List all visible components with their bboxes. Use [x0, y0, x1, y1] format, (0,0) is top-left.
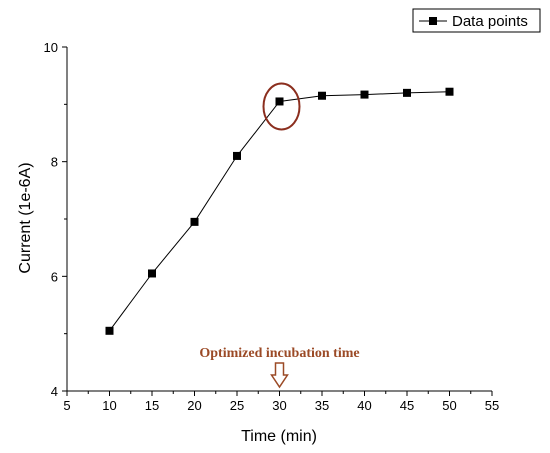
x-tick-label: 10 — [102, 398, 116, 413]
x-axis-title: Time (min) — [241, 428, 317, 445]
x-tick-label: 25 — [230, 398, 244, 413]
y-tick-label: 8 — [51, 155, 58, 170]
x-tick-label: 50 — [442, 398, 456, 413]
x-tick-label: 20 — [187, 398, 201, 413]
x-tick-label: 40 — [357, 398, 371, 413]
data-point — [445, 87, 454, 96]
annotation-label: Optimized incubation time — [199, 346, 359, 361]
y-axis-title: Current (1e-6A) — [17, 162, 34, 273]
x-tick-label: 55 — [485, 398, 499, 413]
x-ticks: 5 10 15 20 25 30 35 40 45 50 55 — [63, 391, 499, 413]
y-tick-label: 10 — [44, 40, 58, 55]
legend: Data points — [412, 8, 541, 33]
legend-label: Data points — [452, 13, 528, 30]
highlight-ellipse — [262, 82, 301, 131]
legend-marker — [429, 17, 437, 25]
data-point — [403, 88, 411, 97]
y-tick-label: 6 — [51, 269, 58, 284]
x-tick-label: 15 — [145, 398, 159, 413]
data-point — [318, 91, 326, 100]
x-tick-label: 5 — [63, 398, 70, 413]
annotation-layer: Optimized incubation time — [199, 346, 360, 389]
x-tick-label: 35 — [315, 398, 329, 413]
data-point — [233, 151, 241, 160]
data-point — [190, 217, 199, 226]
data-point — [148, 269, 156, 278]
data-point — [105, 326, 114, 335]
highlight-layer — [262, 82, 301, 131]
y-tick-label: 4 — [51, 384, 58, 399]
series-layer — [105, 87, 454, 335]
x-tick-label: 45 — [400, 398, 414, 413]
series-line — [109, 91, 450, 332]
x-tick-label: 30 — [272, 398, 286, 413]
data-point — [275, 97, 284, 106]
data-point — [360, 90, 369, 99]
legend-box — [412, 8, 541, 33]
annotation-arrow-icon — [270, 362, 289, 389]
y-ticks: 4 6 8 10 — [44, 40, 67, 399]
